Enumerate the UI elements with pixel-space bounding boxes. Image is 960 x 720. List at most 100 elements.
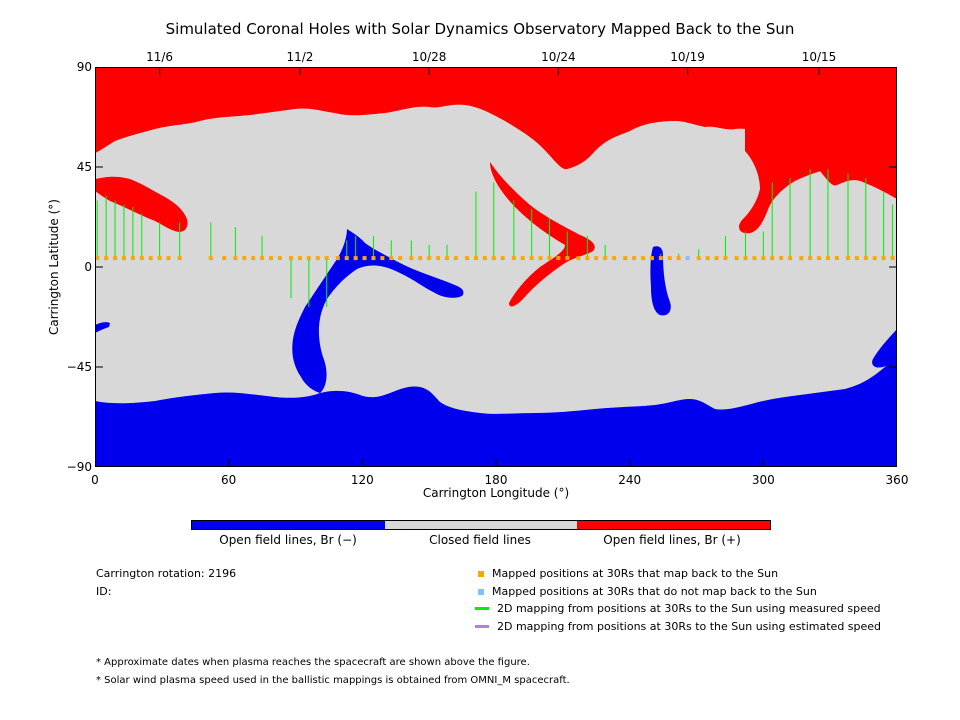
mapped-point bbox=[854, 256, 859, 261]
mapped-point bbox=[166, 256, 171, 261]
mapped-point bbox=[594, 256, 599, 261]
mapped-point bbox=[825, 256, 830, 261]
carrington-rotation: Carrington rotation: 2196 bbox=[96, 567, 237, 580]
mapped-point bbox=[297, 256, 302, 261]
legend-swatch-mapped bbox=[478, 570, 484, 577]
mapped-point bbox=[623, 256, 628, 261]
x-tick-label: 300 bbox=[751, 473, 775, 487]
top-date-label: 11/2 bbox=[286, 50, 314, 64]
positive-open-region-central bbox=[490, 162, 595, 307]
mapped-point bbox=[641, 256, 646, 261]
mapped-point bbox=[863, 256, 868, 261]
mapped-point bbox=[576, 256, 581, 261]
negative-open-region-tongue bbox=[292, 229, 464, 393]
mapped-point bbox=[723, 256, 728, 261]
mapped-point bbox=[603, 256, 608, 261]
legend-label-measured: 2D mapping from positions at 30Rs to the… bbox=[497, 602, 881, 615]
mapped-point bbox=[121, 256, 126, 261]
mapped-point bbox=[177, 256, 182, 261]
mapped-point bbox=[157, 256, 162, 261]
legend-item-mapped: Mapped positions at 30Rs that map back t… bbox=[478, 567, 778, 580]
legend-label-unmapped: Mapped positions at 30Rs that do not map… bbox=[492, 585, 817, 598]
mapped-point bbox=[353, 256, 358, 261]
mapped-point bbox=[208, 256, 213, 261]
mapped-point bbox=[696, 256, 701, 261]
mapped-point bbox=[233, 256, 238, 261]
y-tick-label: −45 bbox=[66, 360, 92, 374]
mapped-point bbox=[95, 256, 100, 261]
id-label: ID: bbox=[96, 585, 112, 598]
mapped-point bbox=[409, 256, 414, 261]
mapped-point bbox=[649, 256, 654, 261]
negative-open-region-east bbox=[650, 246, 671, 316]
mapped-point bbox=[770, 256, 775, 261]
mapped-point bbox=[453, 256, 458, 261]
mapped-point bbox=[676, 256, 681, 261]
top-date-label: 10/28 bbox=[411, 50, 447, 64]
note-dates: * Approximate dates when plasma reaches … bbox=[96, 657, 530, 668]
legend-item-measured: 2D mapping from positions at 30Rs to the… bbox=[475, 602, 881, 615]
mapped-point bbox=[761, 256, 766, 261]
mapped-point bbox=[500, 256, 505, 261]
mapped-point bbox=[371, 256, 376, 261]
mapped-point bbox=[752, 256, 757, 261]
colorbar-segment-positive bbox=[577, 521, 771, 529]
negative-open-region-east-small bbox=[872, 329, 897, 368]
coronal-hole-map bbox=[95, 67, 897, 467]
mapped-point bbox=[872, 256, 877, 261]
mapped-point bbox=[362, 256, 367, 261]
colorbar bbox=[191, 520, 771, 530]
colorbar-label-positive: Open field lines, Br (+) bbox=[603, 533, 741, 547]
mapped-point bbox=[734, 256, 739, 261]
mapped-point bbox=[465, 256, 470, 261]
mapped-point bbox=[585, 256, 590, 261]
mapped-points bbox=[95, 256, 895, 261]
mapped-point bbox=[658, 256, 663, 261]
mapped-point bbox=[817, 256, 822, 261]
mapped-point bbox=[491, 256, 496, 261]
legend-swatch-estimated bbox=[475, 625, 489, 628]
mapped-point bbox=[335, 256, 340, 261]
top-date-label: 10/19 bbox=[670, 50, 705, 64]
mapped-point bbox=[148, 256, 153, 261]
mapped-point bbox=[632, 256, 637, 261]
mapped-point bbox=[242, 256, 247, 261]
y-tick-label: 90 bbox=[76, 60, 92, 74]
mapped-point bbox=[705, 256, 710, 261]
mapped-point bbox=[104, 256, 109, 261]
mapped-point bbox=[565, 256, 570, 261]
mapped-point bbox=[714, 256, 719, 261]
top-date-label: 11/6 bbox=[146, 50, 174, 64]
tick-marks bbox=[95, 67, 897, 467]
mapped-point bbox=[251, 256, 256, 261]
x-tick-label: 360 bbox=[885, 473, 909, 487]
mapped-point bbox=[529, 256, 534, 261]
y-tick-label: −90 bbox=[66, 460, 92, 474]
mapped-point bbox=[511, 256, 516, 261]
mapped-point bbox=[556, 256, 561, 261]
mapped-point bbox=[398, 256, 403, 261]
colorbar-segment-negative bbox=[192, 521, 385, 529]
mapped-point bbox=[779, 256, 784, 261]
x-axis-label: Carrington Longitude (°) bbox=[422, 486, 570, 500]
mapped-point bbox=[418, 256, 423, 261]
colorbar-label-closed: Closed field lines bbox=[429, 533, 531, 547]
chart-title: Simulated Coronal Holes with Solar Dynam… bbox=[165, 20, 795, 38]
mapped-point bbox=[306, 256, 311, 261]
mapped-point bbox=[139, 256, 144, 261]
mapped-point bbox=[344, 256, 349, 261]
y-tick-label: 0 bbox=[84, 260, 92, 274]
mapped-point bbox=[799, 256, 804, 261]
mapped-point bbox=[289, 256, 294, 261]
negative-open-region-south bbox=[95, 355, 897, 467]
mapped-point bbox=[130, 256, 135, 261]
top-date-label: 10/15 bbox=[801, 50, 837, 64]
mapped-point bbox=[436, 256, 441, 261]
mapped-point bbox=[427, 256, 432, 261]
mapped-point bbox=[845, 256, 850, 261]
negative-open-region-west bbox=[95, 322, 110, 333]
mapped-point bbox=[380, 256, 385, 261]
mapped-point bbox=[890, 256, 895, 261]
mapped-point bbox=[788, 256, 793, 261]
mapped-point bbox=[324, 256, 329, 261]
